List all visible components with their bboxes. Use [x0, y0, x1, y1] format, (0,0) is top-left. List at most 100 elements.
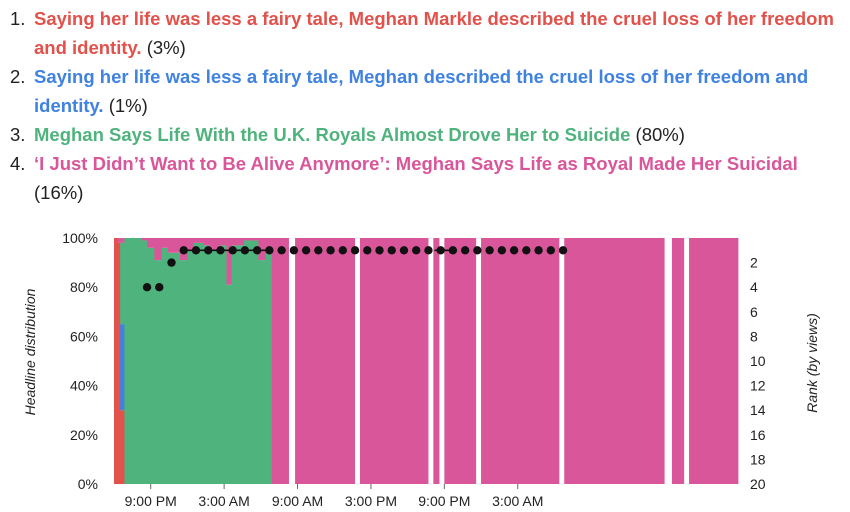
- gap-layer: [288, 238, 690, 484]
- area-segment-headline_4: [203, 238, 210, 246]
- data-gap: [288, 238, 296, 484]
- rank-point: [534, 246, 543, 255]
- headline-share: (3%): [146, 37, 186, 58]
- x-tick-label: 3:00 AM: [198, 493, 249, 509]
- rank-point: [191, 246, 201, 255]
- rank-point: [167, 258, 176, 267]
- area-segment-headline_3: [154, 260, 163, 484]
- area-layer: [114, 238, 739, 484]
- area-segment-headline_3: [193, 242, 204, 484]
- right-tick-label: 12: [750, 378, 766, 394]
- area-segment-headline_4: [147, 238, 155, 248]
- headline-item-2: 2. Saying her life was less a fairy tale…: [10, 62, 845, 120]
- headline-share: (16%): [34, 182, 84, 203]
- area-segment-headline_3: [231, 245, 245, 484]
- left-tick-label: 0%: [78, 476, 98, 492]
- right-tick-label: 20: [750, 476, 766, 492]
- x-tick-label: 9:00 PM: [125, 493, 177, 509]
- left-tick-label: 20%: [70, 427, 98, 443]
- left-tick-label: 80%: [70, 279, 98, 295]
- area-segment-headline_3: [226, 284, 232, 484]
- area-segment-headline_1: [120, 410, 125, 484]
- area-segment-headline_3: [147, 247, 155, 484]
- area-segment-headline_3: [243, 240, 259, 484]
- rank-point: [387, 246, 396, 255]
- rank-point: [155, 283, 164, 292]
- right-tick-label: 16: [750, 427, 766, 443]
- left-axis-title: Headline distribution: [22, 288, 38, 415]
- headline-item-3: 3. Meghan Says Life With the U.K. Royals…: [10, 120, 845, 149]
- headline-text: ‘I Just Didn’t Want to Be Alive Anymore’…: [34, 153, 798, 174]
- rank-point: [228, 246, 237, 255]
- area-segment-headline_4: [209, 238, 220, 251]
- rank-point: [558, 246, 568, 255]
- right-tick-label: 14: [750, 402, 766, 418]
- left-axis: 100% 80% 60% 40% 20% 0%: [62, 230, 98, 492]
- area-segment-headline_3: [142, 240, 148, 484]
- area-segment-headline_4: [142, 238, 148, 241]
- rank-point: [179, 246, 188, 255]
- area-segment-headline_4: [187, 238, 194, 251]
- rank-point: [204, 246, 213, 255]
- rank-point: [216, 246, 225, 255]
- area-segment-headline_3: [161, 247, 169, 484]
- area-segment-headline_4: [219, 238, 227, 246]
- headline-text: Saying her life was less a fairy tale, M…: [34, 66, 809, 116]
- headline-item-4: 4. ‘I Just Didn’t Want to Be Alive Anymo…: [10, 149, 845, 207]
- area-segment-headline_4: [265, 238, 273, 251]
- data-gap: [355, 238, 360, 484]
- x-tick-label: 3:00 AM: [492, 493, 543, 509]
- rank-point: [485, 246, 494, 255]
- rank-point: [522, 246, 531, 255]
- right-axis: 2 4 6 8 10 12 14 16 18 20: [750, 255, 766, 492]
- area-segment-headline_3: [203, 245, 210, 484]
- rank-point: [448, 246, 458, 255]
- x-tick-label: 9:00 PM: [418, 493, 470, 509]
- headline-text: Saying her life was less a fairy tale, M…: [34, 8, 834, 58]
- headline-number: 4.: [10, 153, 26, 174]
- rank-point: [436, 246, 445, 255]
- rank-point: [412, 246, 421, 255]
- rank-point: [375, 246, 384, 255]
- area-segment-headline_4: [271, 238, 739, 484]
- area-segment-headline_4: [154, 238, 163, 261]
- data-gap: [559, 238, 565, 484]
- right-tick-label: 6: [750, 304, 758, 320]
- headline-item-1: 1. Saying her life was less a fairy tale…: [10, 4, 845, 62]
- data-gap: [664, 238, 672, 484]
- headline-share: (1%): [108, 95, 148, 116]
- area-segment-headline_3: [187, 250, 194, 484]
- left-tick-label: 60%: [70, 328, 98, 344]
- area-segment-headline_3: [219, 245, 227, 484]
- right-tick-label: 8: [750, 328, 758, 344]
- area-segment-headline_4: [193, 238, 204, 243]
- rank-point: [289, 246, 299, 255]
- data-gap: [476, 238, 482, 484]
- area-segment-headline_3: [167, 252, 181, 484]
- rank-point: [142, 283, 152, 292]
- data-gap: [439, 238, 445, 484]
- rank-point: [338, 246, 347, 255]
- x-tick-label: 9:00 AM: [272, 493, 323, 509]
- x-axis: 9:00 PM 3:00 AM 9:00 AM 3:00 PM 9:00 PM 3:00 …: [125, 484, 543, 509]
- area-segment-headline_1: [117, 242, 121, 484]
- data-gap: [428, 238, 434, 484]
- rank-point: [399, 246, 409, 255]
- rank-point: [265, 246, 274, 255]
- headline-number: 1.: [10, 8, 26, 29]
- rank-point: [252, 246, 262, 255]
- rank-point: [424, 246, 433, 255]
- headline-list: 1. Saying her life was less a fairy tale…: [10, 4, 845, 207]
- rank-point: [350, 246, 360, 255]
- area-segment-headline_2: [120, 324, 125, 411]
- area-segment-headline_4: [243, 238, 259, 241]
- rank-layer: [142, 246, 568, 292]
- right-tick-label: 18: [750, 451, 766, 467]
- area-segment-headline_4: [167, 238, 181, 253]
- headline-text: Meghan Says Life With the U.K. Royals Al…: [34, 124, 631, 145]
- headline-share: (80%): [635, 124, 685, 145]
- area-segment-headline_4: [226, 238, 232, 285]
- rank-point: [509, 246, 519, 255]
- headline-distribution-chart: 100% 80% 60% 40% 20% 0% 2 4 6 8 10 12 14 16 18 20 9:00…: [22, 230, 820, 509]
- left-tick-label: 40%: [70, 378, 98, 394]
